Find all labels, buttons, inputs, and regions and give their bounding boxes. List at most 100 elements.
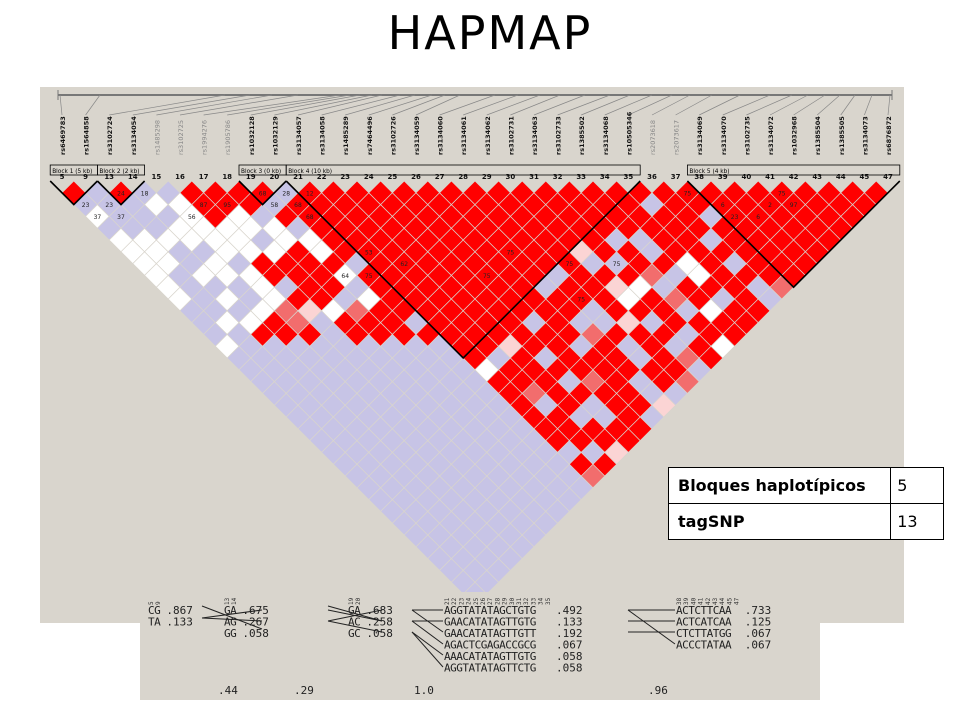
snp-position-connector [628, 94, 673, 116]
snp-number-label: 14 [128, 173, 138, 181]
hap-snp-number: 25 [473, 597, 480, 605]
haplotype-frequency: .058 [556, 650, 583, 663]
snp-position-connector [746, 94, 793, 116]
hap-snp-number: 32 [523, 597, 530, 605]
snp-position-connector [368, 94, 433, 116]
snp-position-connector [557, 94, 611, 116]
hap-snp-number: 40 [690, 597, 697, 605]
haplotype-connector [627, 609, 676, 645]
snp-id-label: rs3134057 [295, 116, 303, 155]
haplotype-sequence: AAACATATAGTTGTG [444, 650, 536, 663]
snp-number-label: 38 [694, 173, 704, 181]
hap-snp-number: 44 [719, 597, 726, 605]
snp-number-label: 36 [647, 173, 657, 181]
snp-number-label: 5 [60, 173, 65, 181]
snp-id-label: rs3134060 [437, 116, 445, 155]
snp-position-connector [699, 94, 741, 116]
snp-position-connector [179, 94, 299, 116]
snp-number-label: 25 [388, 173, 398, 181]
hap-snp-number: 42 [705, 597, 712, 605]
haplotype-frequency: .492 [556, 604, 583, 617]
snp-position-connector [793, 94, 826, 116]
hap-snp-number: 13 [224, 597, 231, 605]
haplotype-frequency: .067 [745, 639, 772, 652]
snp-number-label: 47 [883, 173, 893, 181]
snp-position-connector [581, 94, 631, 116]
haplotype-frequency: .058 [556, 662, 583, 675]
snp-id-label: rs7464496 [366, 116, 374, 155]
block-label: Block 5 (4 kb) [689, 169, 729, 175]
summary-label: Bloques haplotípicos [667, 467, 892, 504]
hap-snp-number: 27 [487, 597, 494, 605]
hap-snp-number: 34 [538, 597, 545, 605]
ld-value-label: 95 [223, 202, 231, 209]
snp-id-label: rs1385505 [838, 116, 846, 155]
haplotype-frequency: .058 [366, 627, 393, 640]
hap-snp-number: 29 [502, 597, 509, 605]
snp-number-label: 45 [860, 173, 870, 181]
haplotype-sequence: ACCCTATAA [676, 639, 732, 652]
snp-id-label: rs3102725 [177, 120, 185, 155]
ld-value-label: 75 [778, 190, 786, 197]
ld-value-label: 87 [200, 202, 208, 209]
ld-value-label: 23 [82, 202, 90, 209]
haplotype-sequence: GG [224, 627, 236, 640]
haplotype-connector [411, 631, 444, 656]
snp-id-label: rs3134059 [413, 116, 421, 155]
haplotype-connector [327, 609, 383, 622]
snp-number-label: 33 [576, 173, 586, 181]
ld-value-label: 23 [105, 202, 113, 209]
snp-id-label: rs3134068 [602, 116, 610, 155]
snp-id-label: rs3102724 [106, 116, 114, 155]
snp-position-connector [651, 94, 691, 116]
snp-id-label: rs2073617 [673, 120, 681, 155]
snp-position-connector [463, 94, 519, 116]
block-header-box [285, 164, 641, 176]
haplotype-frequency: .058 [242, 627, 269, 640]
block-label: Block 3 (0 kb) [241, 169, 281, 175]
haplotype-sequence: CG [148, 604, 160, 617]
snp-position-connector [132, 94, 251, 116]
snp-number-label: 26 [411, 173, 421, 181]
multiallelic-dprime: .96 [648, 684, 668, 697]
ld-value-label: 12 [306, 190, 314, 197]
haplotype-connector [327, 605, 383, 622]
snp-number-label: 30 [506, 173, 516, 181]
summary-table: Bloques haplotípicos 5 tagSNP 13 [667, 467, 944, 540]
hap-snp-number: 30 [509, 597, 516, 605]
ld-value-label: 56 [188, 214, 196, 221]
snp-position-connector [439, 94, 496, 116]
hap-snp-number: 38 [676, 597, 683, 605]
snp-id-label: rs1485289 [342, 116, 350, 155]
hap-snp-number: 33 [530, 597, 537, 605]
haplotype-connector [411, 620, 444, 645]
snp-number-label: 39 [718, 173, 728, 181]
haplotype-block-outline [238, 180, 287, 206]
ld-value-label: 37 [117, 214, 125, 221]
hap-snp-number: 19 [348, 597, 355, 605]
snp-number-label: 22 [317, 173, 327, 181]
multiallelic-dprime: .44 [218, 684, 238, 697]
snp-id-label: rs1032129 [271, 116, 279, 155]
snp-id-label: rs3102726 [389, 116, 397, 155]
snp-id-label: rs3134073 [861, 116, 869, 155]
haplotype-connector [201, 609, 263, 619]
haplotype-frequency: .192 [556, 627, 583, 640]
snp-position-connector [510, 94, 561, 116]
haplotype-block-outline [285, 180, 641, 360]
snp-number-label: 42 [789, 173, 799, 181]
ld-value-label: 24 [117, 190, 125, 197]
multiallelic-dprime: .29 [294, 684, 314, 697]
haplotype-frequency: .067 [745, 627, 772, 640]
snp-number-label: 16 [175, 173, 185, 181]
snp-number-label: 9 [83, 173, 88, 181]
hap-snp-number: 24 [466, 597, 473, 605]
multiallelic-dprime: 1.0 [414, 684, 434, 697]
snp-position-connector [392, 94, 446, 116]
haplotype-sequence: AG [224, 616, 236, 629]
snp-number-label: 24 [364, 173, 374, 181]
snp-number-label: 37 [671, 173, 681, 181]
snp-id-label: rs2073618 [649, 120, 657, 155]
snp-number-label: 35 [624, 173, 634, 181]
snp-number-label: 15 [152, 173, 162, 181]
